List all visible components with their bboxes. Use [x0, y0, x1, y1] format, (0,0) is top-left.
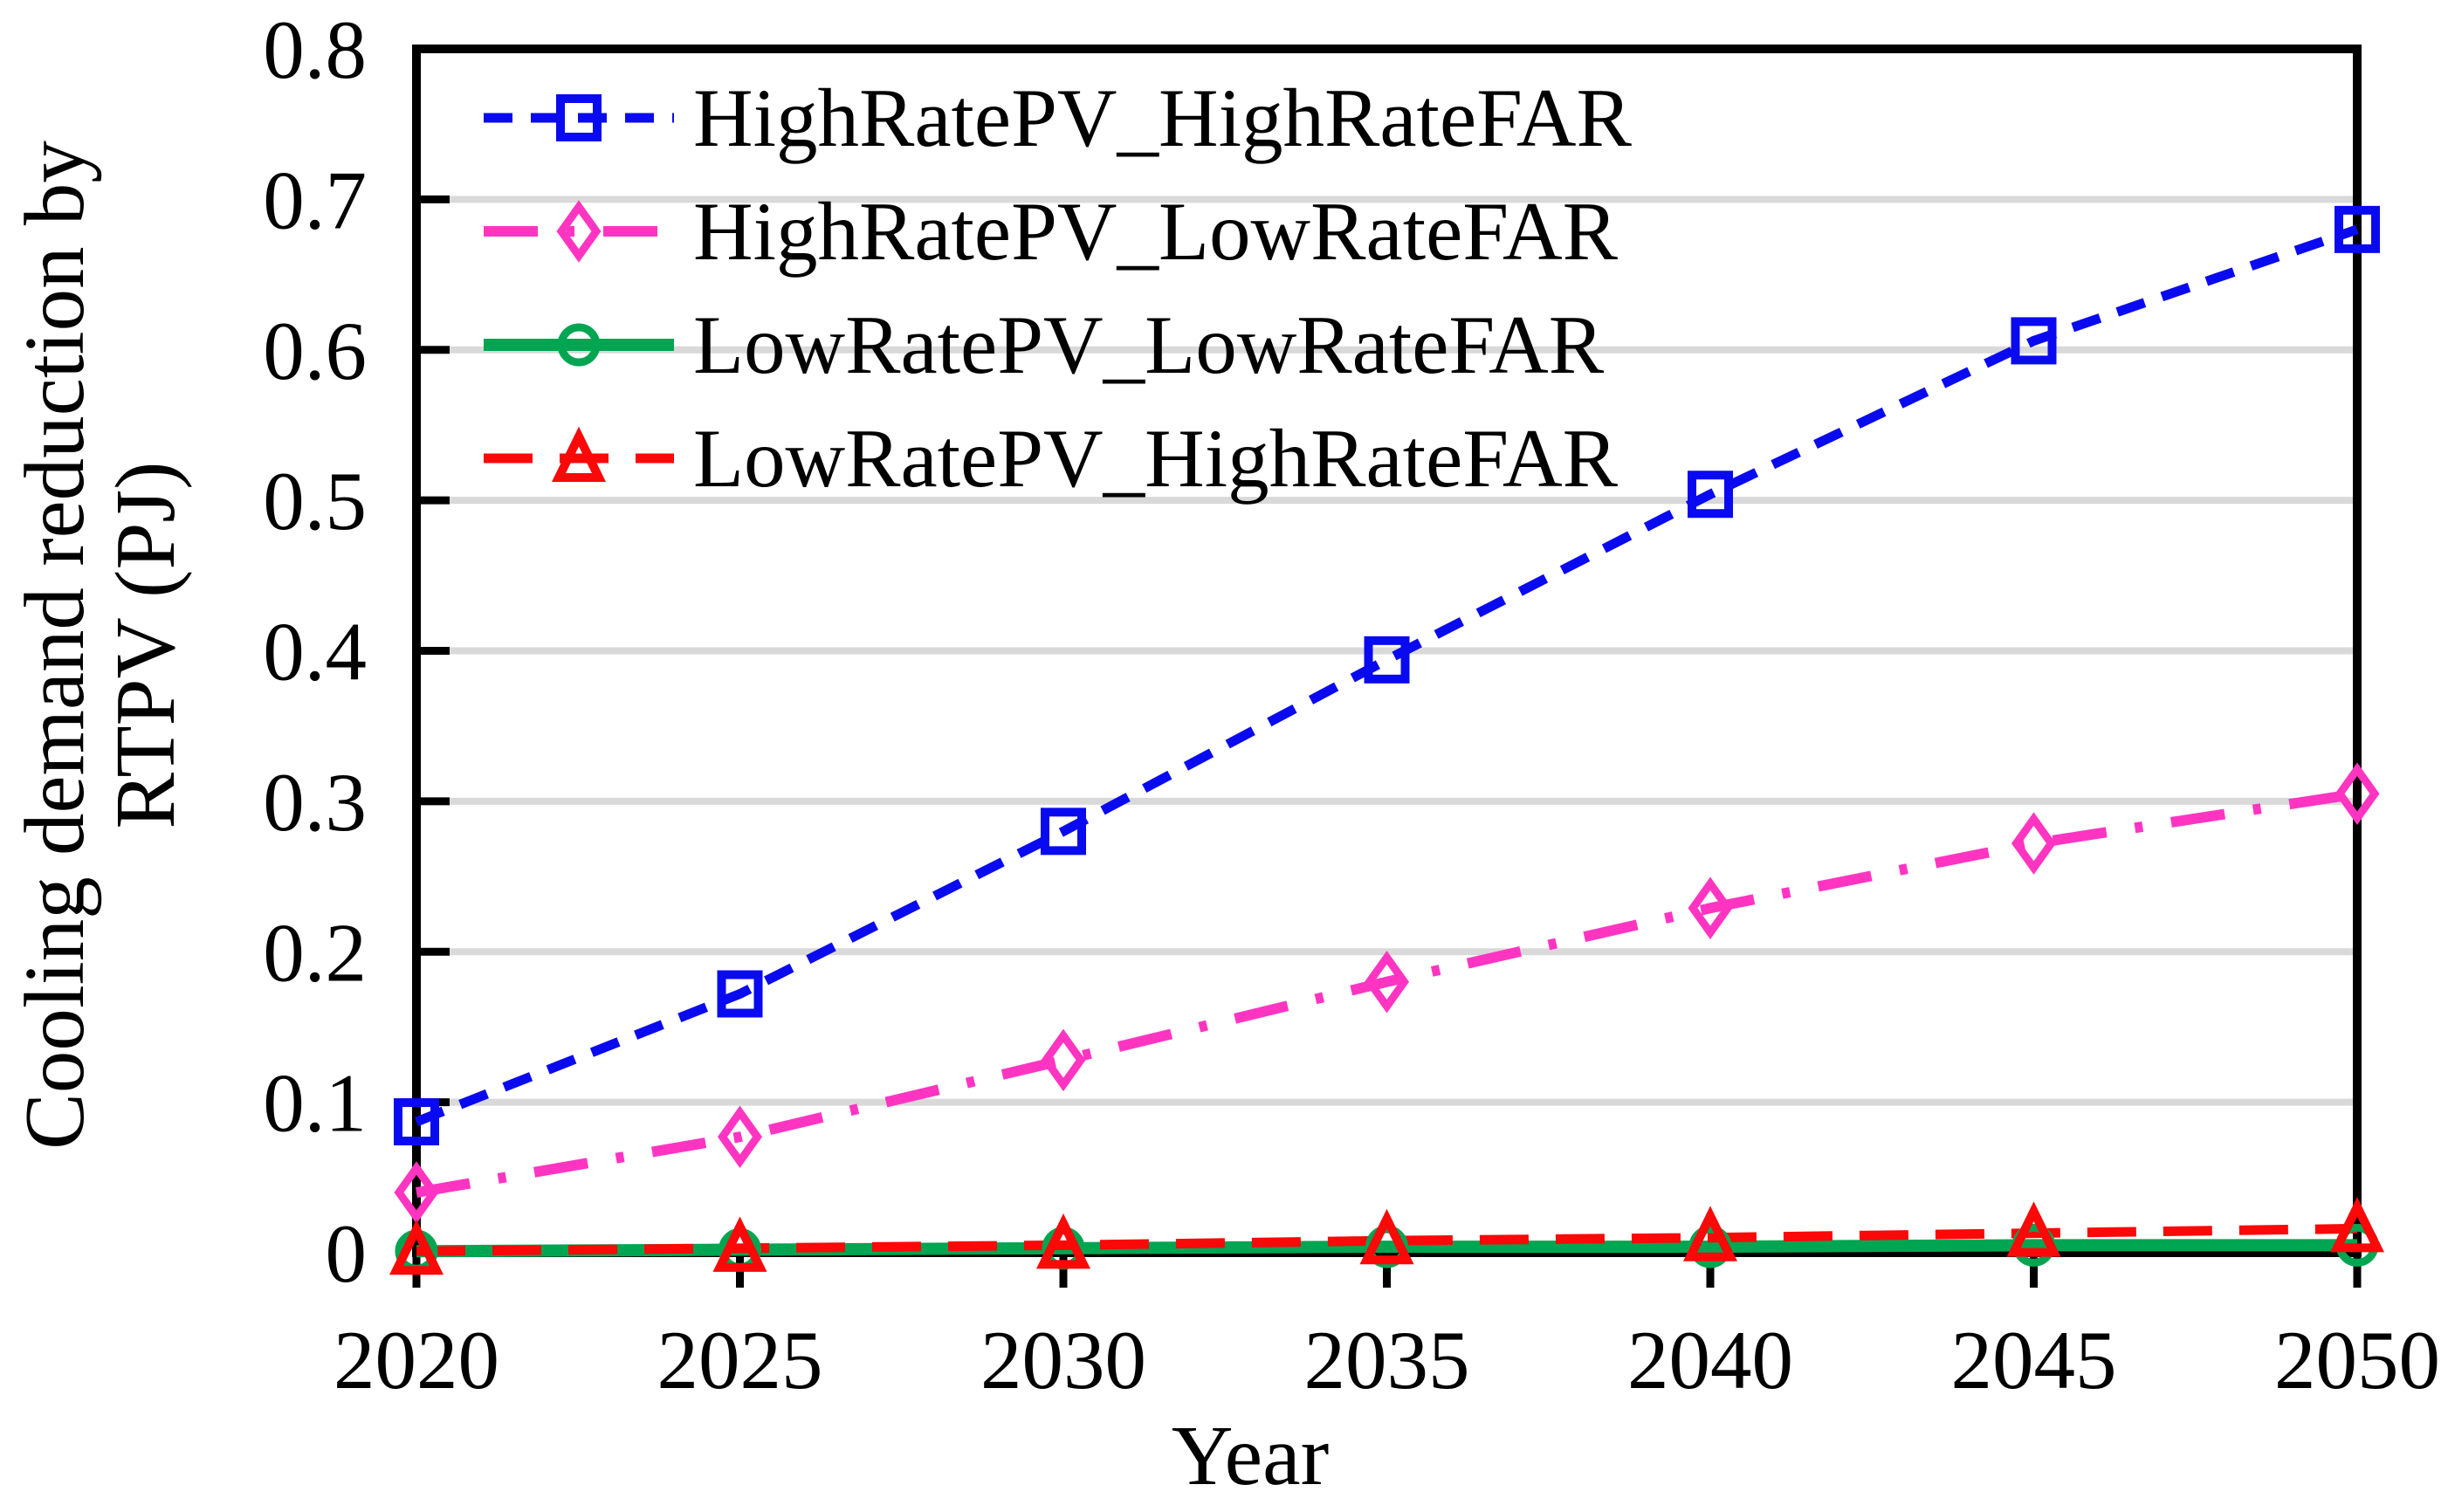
marker-triangle-LowRatePV_HighRateFAR: [712, 1216, 767, 1272]
legend-label: HighRatePV_HighRateFAR: [693, 71, 1632, 164]
y-axis-title-line2: RTPV (PJ): [99, 461, 192, 829]
marker-triangle-LowRatePV_HighRateFAR: [2006, 1201, 2061, 1257]
marker-triangle-LowRatePV_HighRateFAR: [2329, 1197, 2385, 1253]
x-axis-title: Year: [1172, 1409, 1330, 1503]
y-tick-label: 0.2: [263, 906, 367, 999]
legend-circle-glyph: [557, 323, 601, 367]
legend-square-marker-icon: [484, 94, 674, 141]
legend-item: HighRatePV_HighRateFAR: [478, 61, 1632, 175]
x-tick-label: 2050: [2274, 1314, 2440, 1406]
marker-triangle-LowRatePV_HighRateFAR: [1035, 1213, 1091, 1269]
x-tick-label: 2045: [1951, 1314, 2117, 1406]
legend-label: LowRatePV_LowRateFAR: [693, 298, 1605, 391]
y-tick-label: 0.4: [263, 606, 367, 698]
legend: HighRatePV_HighRateFAR HighRatePV_LowRat…: [478, 61, 1632, 515]
legend-item: LowRatePV_HighRateFAR: [478, 402, 1632, 515]
legend-label: HighRatePV_LowRateFAR: [693, 184, 1619, 278]
x-tick-label: 2020: [334, 1314, 499, 1406]
marker-triangle-LowRatePV_HighRateFAR: [1682, 1206, 1738, 1261]
legend-diamond-marker-icon: [484, 200, 674, 263]
x-tick-label: 2035: [1304, 1314, 1470, 1406]
marker-square-HighRatePV_HighRateFAR: [717, 970, 763, 1018]
x-tick-label: 2040: [1627, 1314, 1793, 1406]
y-tick-label: 0.7: [263, 154, 367, 246]
legend-item: LowRatePV_LowRateFAR: [478, 288, 1632, 402]
marker-square-HighRatePV_HighRateFAR: [1688, 471, 1733, 519]
marker-square-HighRatePV_HighRateFAR: [2011, 317, 2057, 365]
series-line-LowRatePV_LowRateFAR: [416, 1239, 2357, 1258]
marker-square-HighRatePV_HighRateFAR: [394, 1098, 439, 1146]
marker-diamond-HighRatePV_LowRateFAR: [717, 1105, 763, 1169]
series-line-HighRatePV_LowRateFAR: [415, 788, 2358, 1198]
y-tick-label: 0.3: [263, 756, 367, 849]
marker-diamond-HighRatePV_LowRateFAR: [2011, 812, 2057, 875]
legend-square-glyph: [556, 94, 602, 141]
y-tick-label: 0.6: [263, 305, 367, 397]
marker-diamond-HighRatePV_LowRateFAR: [1364, 950, 1410, 1014]
legend-circle-marker-icon: [484, 323, 674, 367]
marker-square-HighRatePV_HighRateFAR: [2335, 205, 2380, 253]
series-line-HighRatePV_HighRateFAR: [414, 224, 2359, 1127]
marker-diamond-HighRatePV_LowRateFAR: [1688, 876, 1733, 940]
marker-square-HighRatePV_HighRateFAR: [1364, 636, 1410, 684]
y-tick-label: 0: [326, 1207, 368, 1300]
y-axis-title: Cooling demand reduction by RTPV (PJ): [8, 0, 192, 1326]
marker-triangle-LowRatePV_HighRateFAR: [389, 1219, 444, 1275]
legend-item: HighRatePV_LowRateFAR: [478, 175, 1632, 288]
series-line-LowRatePV_HighRateFAR: [416, 1223, 2358, 1256]
y-axis-title-line1: Cooling demand reduction by: [8, 141, 101, 1150]
marker-square-HighRatePV_HighRateFAR: [1041, 808, 1086, 856]
x-tick-label: 2025: [657, 1314, 823, 1406]
legend-triangle-marker-icon: [484, 426, 674, 482]
marker-diamond-HighRatePV_LowRateFAR: [394, 1161, 439, 1224]
x-tick-label: 2030: [980, 1314, 1146, 1406]
legend-label: LowRatePV_HighRateFAR: [693, 411, 1619, 505]
marker-triangle-LowRatePV_HighRateFAR: [1359, 1208, 1414, 1265]
y-tick-label: 0.5: [263, 455, 367, 547]
marker-diamond-HighRatePV_LowRateFAR: [2335, 762, 2380, 825]
legend-triangle-glyph: [551, 426, 607, 482]
marker-diamond-HighRatePV_LowRateFAR: [1041, 1028, 1086, 1092]
y-tick-label: 0.1: [263, 1057, 367, 1150]
legend-diamond-glyph: [556, 200, 602, 263]
y-tick-label: 0.8: [263, 3, 367, 96]
